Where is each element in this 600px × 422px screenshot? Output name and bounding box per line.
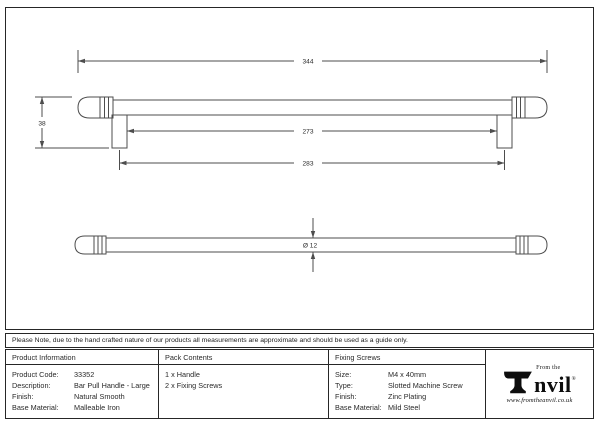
dim-label-overall-length: 344 (302, 59, 313, 66)
logo-brand-text: nvil (534, 371, 572, 397)
pack-item: 1 x Handle (165, 370, 200, 379)
right-fixing-post (496, 114, 513, 149)
spec-value: Natural Smooth (74, 392, 125, 401)
handle-plan-view (74, 235, 548, 255)
right-end-cap (524, 96, 548, 119)
drawing-area: 344 38 273 (5, 7, 594, 330)
left-collar (99, 96, 114, 119)
spec-label: Description: (12, 381, 51, 390)
spec-value: M4 x 40mm (388, 370, 427, 379)
right-collar (511, 96, 526, 119)
anvil-icon (504, 371, 533, 393)
dim-label-diameter: Ø 12 (303, 243, 318, 250)
fixing-screws-cell: Size: M4 x 40mm Type: Slotted Machine Sc… (329, 365, 486, 418)
dim-label-height: 38 (38, 121, 46, 128)
left-collar-plan (93, 235, 107, 255)
header-product-information: Product Information (6, 350, 159, 365)
pack-contents-cell: 1 x Handle 2 x Fixing Screws (159, 365, 329, 418)
header-fixing-screws: Fixing Screws (329, 350, 486, 365)
left-end-cap (77, 96, 101, 119)
spec-row-description: Description: Bar Pull Handle - Large (12, 380, 158, 391)
spec-row-screw-finish: Finish: Zinc Plating (335, 391, 485, 402)
spec-row-screw-base-material: Base Material: Mild Steel (335, 402, 485, 413)
spec-row-product-code: Product Code: 33352 (12, 369, 158, 380)
spec-value: 33352 (74, 370, 95, 379)
spec-value: Mild Steel (388, 403, 421, 412)
spec-value: Slotted Machine Screw (388, 381, 463, 390)
spec-row-size: Size: M4 x 40mm (335, 369, 485, 380)
spec-row-finish: Finish: Natural Smooth (12, 391, 158, 402)
product-information-cell: Product Code: 33352 Description: Bar Pul… (6, 365, 159, 418)
pack-item: 2 x Fixing Screws (165, 381, 223, 390)
from-the-anvil-logo: From the nvil® www.fromtheanvil.co.uk (503, 365, 576, 404)
spec-row-type: Type: Slotted Machine Screw (335, 380, 485, 391)
dim-label-overall-centres: 283 (302, 161, 313, 168)
logo-tagline: From the (536, 364, 561, 371)
handle-side-view (77, 96, 548, 149)
spec-label: Size: (335, 370, 352, 379)
dimension-diameter: Ø 12 (303, 218, 318, 272)
dimension-height: 38 (33, 96, 109, 149)
spec-label: Base Material: (335, 403, 382, 412)
spec-value: Zinc Plating (388, 392, 427, 401)
approximate-measurements-note: Please Note, due to the hand crafted nat… (5, 333, 594, 348)
dimension-overall-centres: 283 (119, 150, 505, 170)
dimension-overall-length: 344 (77, 50, 548, 73)
left-fixing-post (111, 114, 128, 149)
technical-drawing: 344 38 273 (33, 50, 548, 272)
spec-value: Malleable Iron (74, 403, 120, 412)
handle-bar (112, 99, 513, 116)
logo-website-url: www.fromtheanvil.co.uk (506, 396, 573, 404)
spec-label: Finish: (335, 392, 357, 401)
spec-label: Base Material: (12, 403, 59, 412)
right-end-cap-plan (527, 235, 548, 255)
spec-label: Finish: (12, 392, 34, 401)
dimension-fixing-centres: 273 (127, 125, 497, 136)
dim-label-fixing-centres: 273 (302, 129, 313, 136)
header-pack-contents: Pack Contents (159, 350, 329, 365)
brand-logo-cell: From the nvil® www.fromtheanvil.co.uk (486, 350, 593, 418)
left-end-cap-plan (74, 235, 95, 255)
spec-label: Product Code: (12, 370, 59, 379)
registered-mark: ® (571, 375, 576, 382)
spec-value: Bar Pull Handle - Large (74, 381, 150, 390)
right-collar-plan (515, 235, 529, 255)
spec-table: Product Information Pack Contents Fixing… (5, 349, 594, 419)
spec-label: Type: (335, 381, 353, 390)
spec-row-base-material: Base Material: Malleable Iron (12, 402, 158, 413)
